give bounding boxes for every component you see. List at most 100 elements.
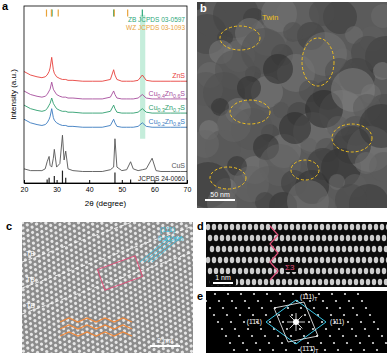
atom-column xyxy=(254,257,258,263)
atom xyxy=(96,347,100,351)
atom xyxy=(152,235,156,239)
atom xyxy=(22,322,23,326)
atom xyxy=(179,272,183,276)
atom-column xyxy=(358,268,362,274)
atom-column xyxy=(338,257,342,263)
spot-label: (111)T xyxy=(300,293,317,302)
atom xyxy=(78,303,82,307)
atom-column xyxy=(208,268,212,274)
atom xyxy=(159,264,163,268)
atom xyxy=(57,268,61,272)
atom xyxy=(115,295,119,299)
atom xyxy=(39,275,43,279)
atom xyxy=(81,284,85,288)
atom xyxy=(142,230,146,234)
atom xyxy=(115,238,119,242)
atom xyxy=(45,349,49,353)
atom xyxy=(39,286,43,290)
atom xyxy=(70,259,74,263)
atom xyxy=(97,302,101,306)
atom xyxy=(30,348,34,352)
atom-column xyxy=(332,224,336,230)
atom xyxy=(125,304,129,308)
atom xyxy=(93,254,97,258)
xrd-line xyxy=(24,135,187,171)
stacking-zigzag xyxy=(60,318,132,322)
diffraction-spot xyxy=(343,314,345,316)
atom xyxy=(179,334,183,338)
atom-column xyxy=(252,246,256,252)
atom xyxy=(105,346,109,350)
micrograph-bg xyxy=(22,222,193,353)
reference-label: JCPDS 24-0060 xyxy=(138,175,185,182)
atom xyxy=(53,338,57,342)
atom-column xyxy=(322,235,326,241)
atom xyxy=(26,233,30,237)
atom xyxy=(162,301,166,305)
atom xyxy=(170,279,174,283)
atom xyxy=(137,223,141,227)
atom-column xyxy=(374,257,378,263)
atom xyxy=(118,337,122,341)
text-part: S xyxy=(180,118,185,125)
diffraction-spot xyxy=(318,293,320,295)
xrd-line xyxy=(24,82,187,99)
atom xyxy=(152,291,156,295)
atom xyxy=(154,318,158,322)
atom-column xyxy=(302,224,306,230)
atom xyxy=(190,293,193,297)
atom xyxy=(69,304,73,308)
atom xyxy=(38,264,42,268)
atom xyxy=(144,246,148,250)
atom xyxy=(164,322,168,326)
annotation: Σ3 xyxy=(285,263,295,272)
atom xyxy=(138,239,142,243)
atom xyxy=(73,352,77,353)
atom xyxy=(23,309,27,313)
atom xyxy=(156,283,160,287)
atom xyxy=(56,319,60,323)
atom xyxy=(148,305,152,309)
atom-column xyxy=(380,257,384,263)
atom-column xyxy=(236,224,240,230)
atom xyxy=(105,341,109,345)
atom xyxy=(134,247,138,251)
atom xyxy=(126,253,130,257)
atom xyxy=(124,232,128,236)
atom xyxy=(33,262,37,266)
atom-column xyxy=(248,224,252,230)
atom xyxy=(49,285,53,289)
atom-column xyxy=(386,224,387,230)
atom xyxy=(88,252,92,256)
atom xyxy=(51,250,55,254)
atom xyxy=(148,243,152,247)
atom xyxy=(109,276,113,280)
atom xyxy=(116,305,120,309)
atom xyxy=(53,222,57,224)
atom xyxy=(87,241,91,245)
atom xyxy=(67,283,71,287)
atom xyxy=(134,303,138,307)
atom xyxy=(24,325,28,329)
atom xyxy=(133,287,137,291)
atom xyxy=(168,263,172,267)
atom xyxy=(171,295,175,299)
atom xyxy=(22,266,24,270)
diffraction-spot xyxy=(342,335,344,337)
atom xyxy=(81,223,85,227)
atom-column xyxy=(268,268,272,274)
atom xyxy=(81,341,85,345)
atom xyxy=(122,262,126,266)
atom-column xyxy=(216,246,220,252)
atom xyxy=(141,327,145,331)
atom xyxy=(115,244,119,248)
atom xyxy=(146,222,150,226)
atom xyxy=(182,315,186,319)
atom xyxy=(135,314,139,318)
atom xyxy=(179,339,183,343)
atom xyxy=(123,227,127,231)
atom xyxy=(138,295,142,299)
atom xyxy=(131,317,135,321)
atom xyxy=(184,336,188,340)
reciprocal-cell-twin xyxy=(274,302,318,342)
